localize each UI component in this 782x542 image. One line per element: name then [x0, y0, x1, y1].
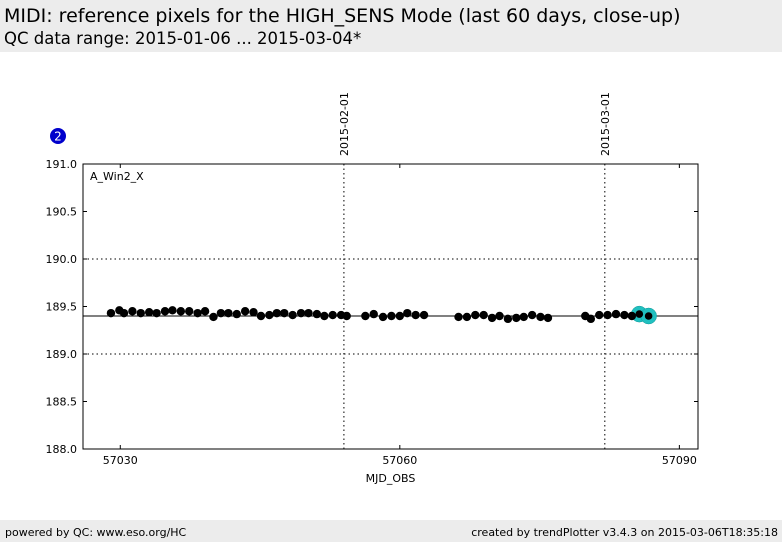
- data-point: [200, 307, 210, 316]
- data-point: [280, 308, 289, 318]
- data-point: [419, 310, 429, 320]
- data-point: [265, 310, 274, 320]
- data-point: [527, 310, 537, 320]
- data-point: [144, 308, 154, 317]
- data-point: [471, 310, 480, 320]
- data-point: [288, 310, 297, 320]
- data-point: [519, 312, 528, 322]
- footer-created-by: created by trendPlotter v3.4.3 on 2015-0…: [471, 526, 778, 539]
- data-point: [193, 308, 202, 318]
- data-point: [536, 312, 545, 322]
- data-point: [296, 308, 306, 318]
- y-tick-label: 189.5: [46, 301, 78, 314]
- data-point: [495, 311, 504, 321]
- plot-frame: [82, 163, 699, 450]
- data-point: [342, 311, 351, 321]
- data-point: [487, 313, 497, 323]
- data-range-subtitle: QC data range: 2015-01-06 ... 2015-03-04…: [4, 29, 362, 48]
- data-point: [160, 307, 170, 316]
- data-point: [543, 313, 553, 323]
- y-tick-label: 191.0: [46, 158, 78, 171]
- badge-circle: [50, 128, 66, 144]
- trend-chart: 2 2015-02-01 2015-03-01 188.0 188.5 189.0 189…: [46, 92, 699, 485]
- highlight-point-core: [644, 312, 653, 320]
- data-point: [240, 307, 250, 316]
- footer-bar: powered by QC: www.eso.org/HC created by…: [0, 520, 782, 542]
- data-point: [503, 314, 513, 324]
- data-point: [378, 312, 388, 322]
- x-axis-label: MJD_OBS: [366, 472, 416, 485]
- data-point: [328, 310, 337, 320]
- x-tick-label: 57060: [382, 454, 417, 467]
- data-point: [185, 307, 194, 316]
- panel-label: A_Win2_X: [90, 170, 144, 183]
- date-marker-label: 2015-02-01: [338, 92, 351, 156]
- y-tick-label: 190.5: [46, 206, 78, 219]
- data-point: [603, 310, 612, 320]
- data-point: [627, 311, 637, 321]
- data-point: [586, 314, 596, 324]
- data-point: [136, 308, 145, 318]
- data-point: [387, 311, 396, 321]
- footer-powered-by: powered by QC: www.eso.org/HC: [5, 526, 187, 539]
- data-point: [232, 309, 241, 319]
- data-point: [462, 312, 472, 322]
- highlight-point-core: [635, 310, 644, 318]
- data-point: [369, 309, 378, 319]
- data-point: [209, 312, 218, 322]
- data-point: [595, 310, 604, 320]
- data-point: [620, 310, 629, 320]
- x-tick-label: 57030: [103, 454, 138, 467]
- data-point: [454, 312, 463, 322]
- data-point: [168, 306, 177, 315]
- data-point: [249, 308, 258, 317]
- data-point: [361, 311, 370, 321]
- data-point: [216, 308, 226, 318]
- data-point: [152, 308, 161, 318]
- data-point: [106, 308, 116, 318]
- data-point: [479, 310, 488, 320]
- data-point: [224, 308, 233, 318]
- data-point: [176, 307, 186, 316]
- data-point: [403, 308, 412, 318]
- y-tick-label: 188.0: [46, 443, 78, 456]
- header-bar: MIDI: reference pixels for the HIGH_SENS…: [0, 0, 782, 52]
- data-point: [304, 308, 313, 318]
- y-tick-label: 190.0: [46, 253, 78, 266]
- data-point: [512, 313, 521, 323]
- data-point: [256, 311, 266, 321]
- data-point: [119, 308, 129, 318]
- data-point: [611, 309, 621, 319]
- data-point: [312, 309, 322, 319]
- x-tick-label: 57090: [662, 454, 697, 467]
- data-point: [395, 311, 405, 321]
- data-point: [320, 311, 329, 321]
- page-title: MIDI: reference pixels for the HIGH_SENS…: [4, 5, 681, 27]
- badge-label: 2: [54, 130, 62, 144]
- plot-number-badge: 2: [50, 128, 66, 144]
- date-marker-label: 2015-03-01: [599, 92, 612, 156]
- y-tick-label: 189.0: [46, 348, 78, 361]
- data-point: [411, 310, 420, 320]
- y-tick-label: 188.5: [46, 396, 78, 409]
- data-point: [272, 308, 282, 318]
- data-point: [128, 307, 137, 316]
- plot-area: 2015-02-01 2015-03-01 188.0 188.5 189.0 189.5…: [46, 92, 699, 485]
